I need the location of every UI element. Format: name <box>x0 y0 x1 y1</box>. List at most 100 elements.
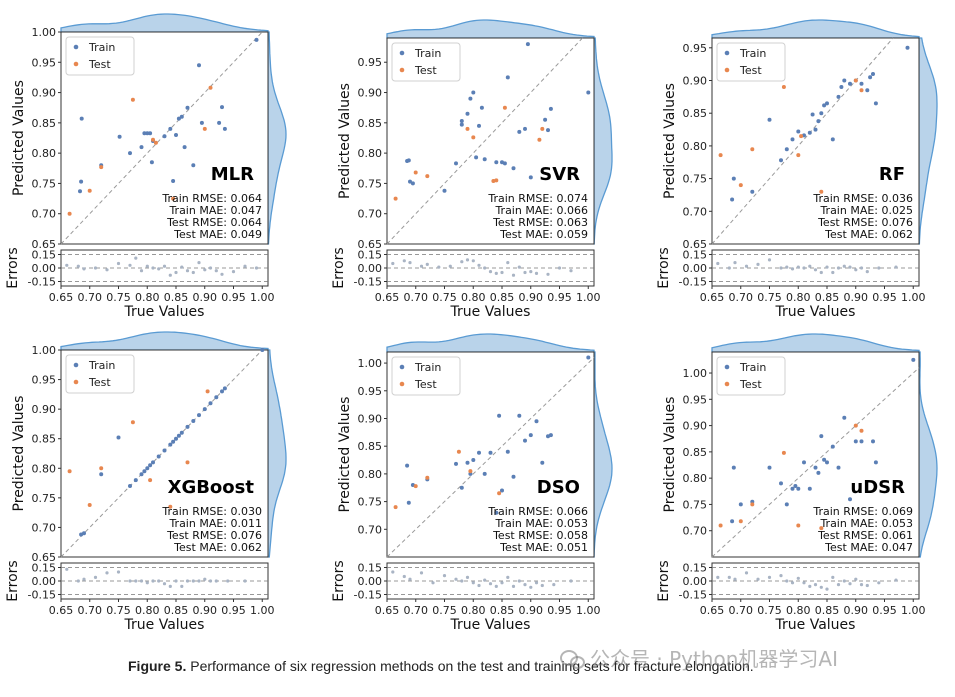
error-point <box>494 584 498 589</box>
metric-text: Test MAE: 0.051 <box>499 541 588 554</box>
x-tick-label: 0.65 <box>49 291 74 304</box>
test-point <box>67 469 72 474</box>
train-point <box>222 126 227 131</box>
train-point <box>185 424 190 429</box>
test-point <box>171 196 176 201</box>
train-point <box>816 119 821 124</box>
train-point <box>548 106 553 111</box>
train-point <box>488 450 493 455</box>
y-tick-label: 0.65 <box>32 238 57 251</box>
train-point <box>848 81 852 86</box>
error-point <box>842 579 846 583</box>
train-point <box>546 128 550 133</box>
train-point <box>149 160 154 165</box>
x-tick-label: 0.65 <box>700 291 725 304</box>
train-point <box>199 120 204 125</box>
metric-text: Test MAE: 0.062 <box>824 228 913 241</box>
y-tick-label: 0.85 <box>358 117 383 130</box>
train-point <box>202 407 207 412</box>
error-point <box>471 259 475 263</box>
error-point <box>831 575 835 580</box>
train-point <box>825 460 829 465</box>
y-tick-label: 0.95 <box>358 56 383 69</box>
metric-text: Test MAE: 0.059 <box>499 228 588 241</box>
x-tick-label: 0.95 <box>547 291 572 304</box>
error-point <box>500 581 504 585</box>
x-tick-label: 0.90 <box>844 291 869 304</box>
marginal-density-right <box>593 37 613 245</box>
test-point <box>781 450 786 455</box>
marginal-density-top <box>60 331 269 351</box>
error-point <box>128 579 132 583</box>
error-plot-area <box>711 249 920 287</box>
error-point <box>733 577 737 581</box>
train-point <box>222 386 227 391</box>
train-point <box>148 131 153 136</box>
y-tick-label: 0.80 <box>358 147 383 160</box>
train-point <box>779 481 783 486</box>
train-point <box>816 470 821 475</box>
test-point <box>502 105 507 110</box>
error-point <box>506 261 510 265</box>
train-point <box>78 189 82 194</box>
test-point <box>425 475 430 480</box>
train-point <box>117 134 122 139</box>
x-tick-label: 0.65 <box>375 291 400 304</box>
error-y-tick-label: -0.15 <box>679 276 707 289</box>
error-point <box>168 584 172 589</box>
error-point <box>848 582 852 586</box>
train-point <box>220 105 224 110</box>
error-point <box>767 258 772 262</box>
error-point <box>151 579 155 583</box>
metric-text: Test RMSE: 0.064 <box>166 216 262 229</box>
train-point <box>528 433 533 438</box>
error-point <box>442 574 447 578</box>
train-point <box>162 448 167 453</box>
error-point <box>197 261 201 265</box>
y-tick-label: 0.65 <box>683 238 708 251</box>
marginal-density-top <box>711 19 920 39</box>
x-tick-label: 0.80 <box>786 291 811 304</box>
error-point <box>511 273 516 277</box>
x-tick-label: 0.80 <box>786 604 811 617</box>
identity-line <box>386 37 583 245</box>
error-point <box>488 270 493 274</box>
x-tick-label: 0.75 <box>757 291 782 304</box>
y-tick-label: 0.75 <box>32 177 57 190</box>
y-tick-label: 0.70 <box>32 521 57 534</box>
train-point <box>459 485 464 490</box>
train-point <box>819 434 824 439</box>
x-tick-label: 0.65 <box>375 604 400 617</box>
error-point <box>511 584 516 589</box>
x-tick-label: 0.95 <box>221 291 246 304</box>
error-y-tick-label: 0.15 <box>32 249 57 262</box>
legend-train-label: Train <box>88 359 115 372</box>
error-point <box>134 256 138 260</box>
train-point <box>822 457 827 462</box>
error-point <box>529 270 533 274</box>
train-point <box>796 486 801 491</box>
test-point <box>87 503 92 507</box>
legend-test-marker <box>399 381 405 387</box>
train-point <box>548 433 553 438</box>
marginal-density-right <box>918 37 938 245</box>
train-point <box>145 131 150 136</box>
train-point <box>511 474 516 479</box>
error-y-tick-label: 0.00 <box>358 575 383 588</box>
error-point <box>836 583 841 587</box>
x-tick-label: 0.85 <box>164 291 189 304</box>
y-tick-label: 0.75 <box>683 498 708 511</box>
error-point <box>402 574 406 579</box>
y-tick-label: 0.90 <box>683 420 708 433</box>
legend-test-label: Test <box>414 64 437 77</box>
y-tick-label: 0.85 <box>358 440 383 453</box>
train-point <box>254 37 259 42</box>
marginal-density-top <box>60 13 269 33</box>
error-point <box>419 571 424 575</box>
error-point <box>877 581 881 585</box>
train-point <box>406 500 411 505</box>
x-tick-label: 0.90 <box>519 604 544 617</box>
error-point <box>214 579 218 583</box>
train-point <box>410 181 415 186</box>
error-point <box>517 579 521 583</box>
